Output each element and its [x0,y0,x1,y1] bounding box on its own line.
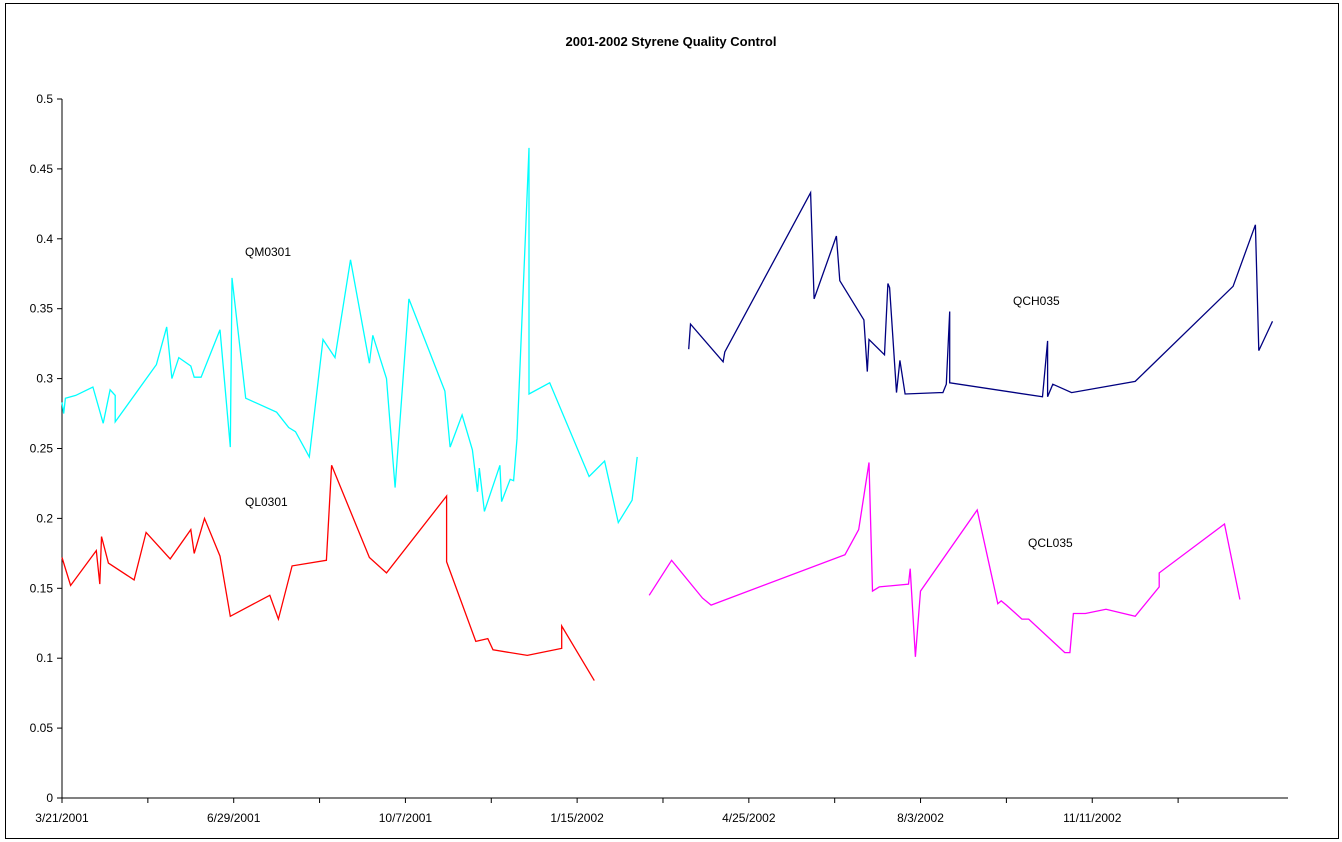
series-label-qm0301: QM0301 [245,245,291,259]
ticks: 0 0.05 0.1 0.15 0.2 0.25 0.3 0.35 0.4 0.45 0.5 3/21… [30,92,1179,825]
y-tick-label: 0.25 [30,442,54,456]
chart-title: 2001-2002 Styrene Quality Control [565,34,777,49]
y-tick-label: 0 [46,791,53,805]
series-line-qch035 [688,190,1274,398]
series-line-qm0301 [61,147,638,525]
series-line-qcl035 [648,462,1241,657]
series-label-ql0301: QL0301 [245,495,288,509]
y-tick-label: 0.2 [36,511,53,525]
series-label-qch035: QCH035 [1013,294,1060,308]
x-tick-label: 3/21/2001 [35,811,89,825]
y-tick-label: 0.05 [30,721,54,735]
series-label-qcl035: QCL035 [1028,536,1073,550]
y-tick-label: 0.3 [36,372,53,386]
y-tick-label: 0.4 [36,232,53,246]
x-tick-label: 1/15/2002 [550,811,604,825]
series-line-ql0301 [61,465,595,681]
y-tick-label: 0.15 [30,581,54,595]
y-tick-label: 0.5 [36,92,53,106]
series-lines [61,147,1274,681]
x-tick-label: 6/29/2001 [207,811,261,825]
y-tick-label: 0.35 [30,302,54,316]
x-tick-label: 10/7/2001 [379,811,433,825]
axes [61,99,1288,799]
y-tick-label: 0.45 [30,162,54,176]
x-tick-label: 8/3/2002 [897,811,944,825]
series-labels: QM0301 QL0301 QCH035 QCL035 [245,245,1073,550]
x-tick-label: 4/25/2002 [722,811,776,825]
chart-frame [5,3,1339,839]
x-tick-label: 11/11/2002 [1063,811,1122,825]
y-tick-label: 0.1 [36,651,53,665]
